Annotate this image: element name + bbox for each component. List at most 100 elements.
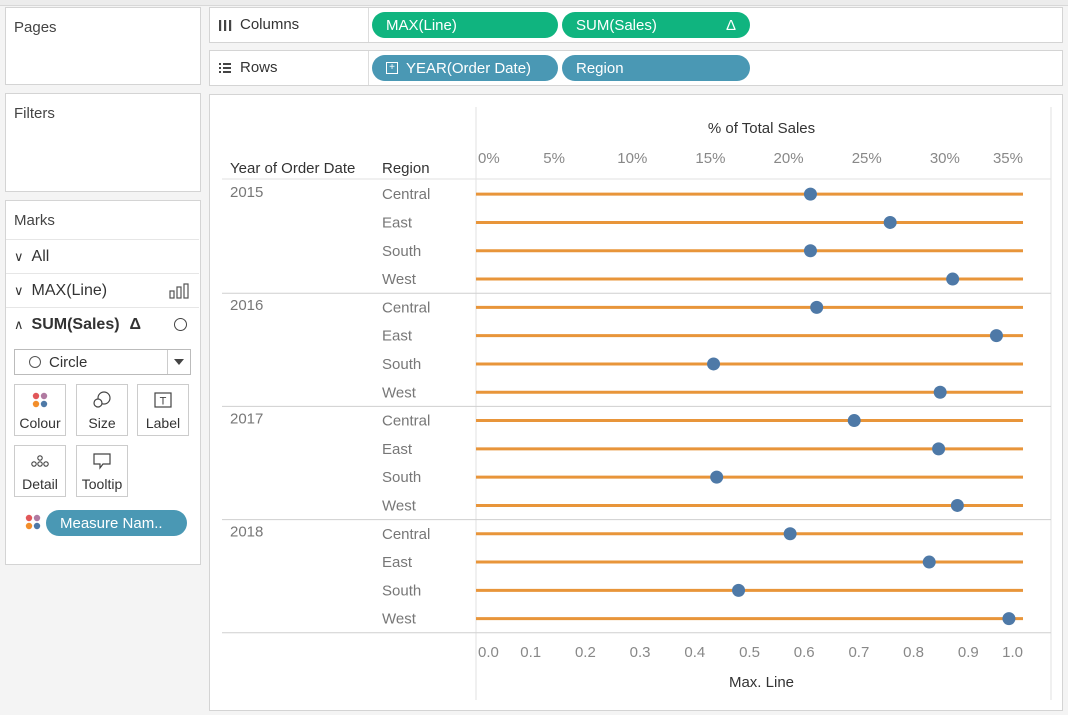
region-label: Central: [382, 526, 430, 543]
region-label: Central: [382, 413, 430, 430]
tooltip-icon: [92, 446, 112, 476]
sales-column-label: SUM(Sales): [576, 16, 657, 34]
text-label-icon: T: [153, 385, 173, 415]
detail-card-label: Detail: [22, 476, 58, 492]
mark-type-dropdown[interactable]: Circle: [14, 349, 191, 375]
year-row-pill[interactable]: + YEAR(Order Date): [372, 55, 558, 81]
detail-card[interactable]: Detail: [14, 445, 66, 497]
size-icon: [92, 385, 112, 415]
chevron-down-icon: ∨: [14, 282, 24, 298]
region-label: Central: [382, 186, 430, 203]
chevron-down-icon: ∨: [14, 248, 24, 264]
region-label: East: [382, 554, 413, 571]
columns-shelf: Columns MAX(Line) SUM(Sales) Δ: [209, 7, 1063, 43]
bottom-axis-tick: 0.9: [958, 644, 979, 661]
sales-dot: [932, 442, 946, 456]
bottom-axis-tick: 0.5: [739, 644, 760, 661]
chart-view[interactable]: % of Total Sales 0% 5% 10% 15% 20% 25% 30% 35% Ye…: [209, 94, 1063, 711]
detail-icon: [30, 446, 50, 476]
marks-maxline-row[interactable]: ∨ MAX(Line): [6, 273, 199, 307]
region-label: West: [382, 384, 417, 401]
bottom-axis-tick: 0.2: [575, 644, 596, 661]
size-card-label: Size: [88, 415, 116, 431]
tooltip-card-label: Tooltip: [81, 476, 123, 492]
tooltip-card[interactable]: Tooltip: [76, 445, 128, 497]
measure-names-label: Measure Nam..: [60, 514, 163, 532]
bottom-axis-tick: 0.6: [794, 644, 815, 661]
shelf-divider: [368, 8, 369, 42]
bottom-axis-tick: 0.8: [903, 644, 924, 661]
year-label: 2016: [230, 297, 263, 314]
sales-dot: [803, 244, 817, 258]
columns-label: Columns: [240, 16, 300, 33]
bar-chart-icon: [169, 283, 189, 304]
measure-colour-icon: [24, 513, 42, 536]
sales-dot: [950, 498, 964, 512]
year-label: 2017: [230, 410, 263, 427]
expand-plus-icon: +: [386, 62, 398, 74]
filters-panel[interactable]: Filters: [5, 93, 201, 192]
sales-dot: [847, 414, 861, 428]
year-label: 2015: [230, 184, 263, 201]
pages-panel[interactable]: Pages: [5, 7, 201, 85]
colour-icon: [31, 385, 49, 415]
bottom-axis-title: Max. Line: [729, 674, 794, 691]
marks-panel: Marks ∨ All ∨ MAX(Line) ∧ SUM(Sales) Δ C…: [5, 200, 201, 565]
dot-plot-chart[interactable]: % of Total Sales 0% 5% 10% 15% 20% 25% 30% 35% Ye…: [210, 95, 1062, 710]
year-row-label: YEAR(Order Date): [406, 59, 532, 77]
marks-sales-row[interactable]: ∧ SUM(Sales) Δ: [6, 307, 199, 341]
marks-maxline-label: MAX(Line): [31, 281, 108, 299]
sales-dot: [946, 272, 960, 286]
sales-dot: [783, 527, 797, 541]
sales-dot: [1002, 612, 1016, 626]
region-label: South: [382, 469, 421, 486]
marks-all-row[interactable]: ∨ All: [6, 239, 199, 273]
top-axis-tick: 20%: [774, 150, 804, 167]
row-header-year: Year of Order Date: [230, 160, 355, 177]
sales-dot: [707, 357, 721, 371]
sales-column-pill[interactable]: SUM(Sales) Δ: [562, 12, 750, 38]
sales-dot: [803, 187, 817, 201]
bottom-axis-tick: 0.7: [848, 644, 869, 661]
delta-icon: Δ: [725, 16, 736, 34]
region-label: South: [382, 356, 421, 373]
dropdown-divider: [167, 350, 168, 374]
circle-icon: [29, 356, 41, 368]
region-label: East: [382, 441, 413, 458]
size-card[interactable]: Size: [76, 384, 128, 436]
bottom-axis-tick: 0.1: [520, 644, 541, 661]
sales-dot: [732, 583, 746, 597]
row-header-region: Region: [382, 160, 430, 177]
sales-dot: [922, 555, 936, 569]
top-axis-tick: 30%: [930, 150, 960, 167]
sales-dot: [710, 470, 724, 484]
region-label: Central: [382, 299, 430, 316]
region-row-label: Region: [576, 59, 624, 77]
top-axis-tick: 35%: [993, 150, 1023, 167]
top-axis-tick: 10%: [617, 150, 647, 167]
sales-dot: [933, 385, 947, 399]
pages-title: Pages: [14, 19, 57, 36]
caret-down-icon: [174, 359, 184, 365]
region-label: South: [382, 582, 421, 599]
delta-icon: Δ: [129, 315, 142, 333]
marks-all-label: All: [31, 247, 50, 265]
circle-mark-icon: [174, 318, 187, 331]
top-axis-tick: 5%: [543, 150, 565, 167]
top-axis-tick: 25%: [852, 150, 882, 167]
label-card[interactable]: T Label: [137, 384, 189, 436]
region-label: East: [382, 328, 413, 345]
region-label: South: [382, 243, 421, 260]
region-label: West: [382, 611, 417, 628]
chevron-up-icon: ∧: [14, 316, 24, 332]
year-label: 2018: [230, 524, 263, 541]
colour-card[interactable]: Colour: [14, 384, 66, 436]
region-row-pill[interactable]: Region: [562, 55, 750, 81]
maxline-column-pill[interactable]: MAX(Line): [372, 12, 558, 38]
bottom-axis-tick: 1.0: [1002, 644, 1023, 661]
rows-shelf: Rows + YEAR(Order Date) Region: [209, 50, 1063, 86]
rows-icon: [219, 62, 231, 73]
shelf-divider: [368, 51, 369, 85]
region-label: West: [382, 271, 417, 288]
measure-names-pill[interactable]: Measure Nam..: [46, 510, 187, 536]
